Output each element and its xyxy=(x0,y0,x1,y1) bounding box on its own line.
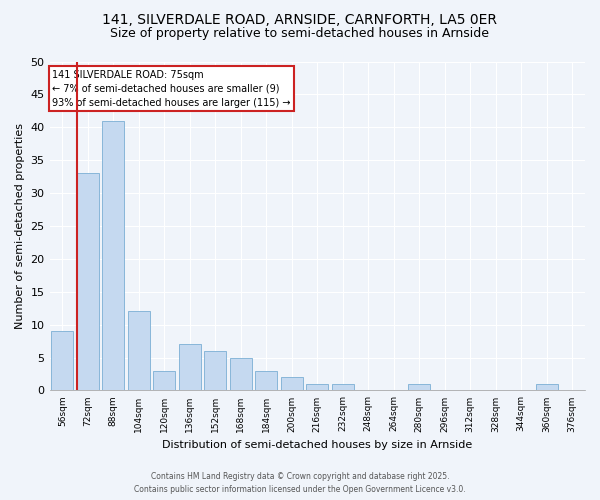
Bar xyxy=(281,378,302,390)
Bar xyxy=(154,370,175,390)
Bar xyxy=(205,351,226,391)
Bar xyxy=(77,174,98,390)
Bar xyxy=(230,358,251,390)
Bar xyxy=(103,120,124,390)
Text: 141, SILVERDALE ROAD, ARNSIDE, CARNFORTH, LA5 0ER: 141, SILVERDALE ROAD, ARNSIDE, CARNFORTH… xyxy=(103,12,497,26)
Bar xyxy=(52,331,73,390)
Bar xyxy=(332,384,353,390)
Bar xyxy=(256,370,277,390)
X-axis label: Distribution of semi-detached houses by size in Arnside: Distribution of semi-detached houses by … xyxy=(162,440,472,450)
Bar xyxy=(409,384,430,390)
Bar xyxy=(307,384,328,390)
Bar xyxy=(128,312,149,390)
Text: Size of property relative to semi-detached houses in Arnside: Size of property relative to semi-detach… xyxy=(110,28,490,40)
Bar xyxy=(179,344,200,391)
Text: 141 SILVERDALE ROAD: 75sqm
← 7% of semi-detached houses are smaller (9)
93% of s: 141 SILVERDALE ROAD: 75sqm ← 7% of semi-… xyxy=(52,70,291,108)
Bar xyxy=(536,384,557,390)
Y-axis label: Number of semi-detached properties: Number of semi-detached properties xyxy=(15,123,25,329)
Text: Contains HM Land Registry data © Crown copyright and database right 2025.
Contai: Contains HM Land Registry data © Crown c… xyxy=(134,472,466,494)
